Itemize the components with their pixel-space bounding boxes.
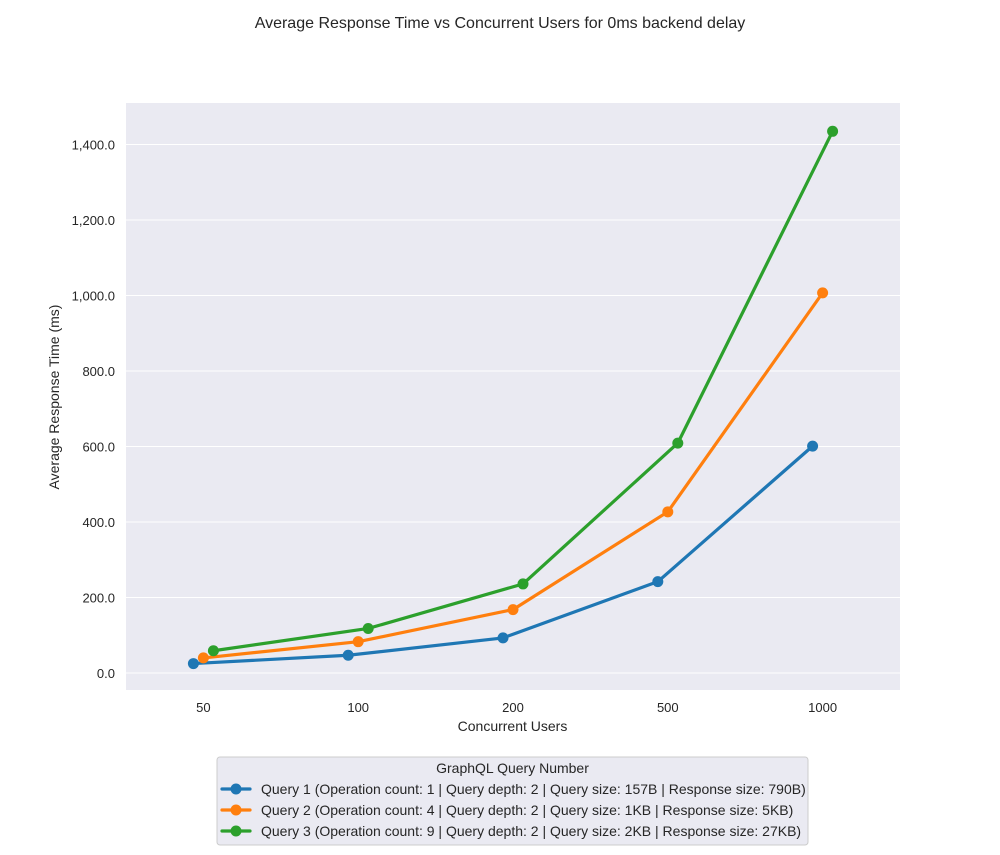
x-tick-label: 50 bbox=[196, 700, 210, 715]
data-point bbox=[352, 636, 364, 648]
legend-entry: Query 2 (Operation count: 4 | Query dept… bbox=[220, 802, 793, 818]
series-group bbox=[187, 440, 819, 670]
data-point bbox=[672, 437, 684, 449]
y-tick-label: 1,200.0 bbox=[72, 213, 115, 228]
x-axis-label: Concurrent Users bbox=[458, 718, 568, 734]
legend: GraphQL Query Number Query 1 (Operation … bbox=[216, 756, 809, 846]
series-lines bbox=[187, 125, 839, 670]
data-point bbox=[517, 578, 529, 590]
legend-entry: Query 1 (Operation count: 1 | Query dept… bbox=[220, 781, 806, 797]
y-tick-label: 600.0 bbox=[82, 440, 115, 455]
legend-marker bbox=[230, 804, 242, 816]
y-tick-label: 400.0 bbox=[82, 515, 115, 530]
y-tick-label: 200.0 bbox=[82, 591, 115, 606]
x-tick-labels: 50 100 200 500 1000 bbox=[196, 700, 837, 715]
data-point bbox=[197, 652, 209, 664]
grid-lines bbox=[126, 144, 900, 674]
legend-marker bbox=[230, 783, 242, 795]
y-tick-labels: 0.0 200.0 400.0 600.0 800.0 1,000.0 1,200.0 1,4… bbox=[72, 138, 115, 681]
legend-label: Query 1 (Operation count: 1 | Query dept… bbox=[261, 781, 806, 797]
chart-title: Average Response Time vs Concurrent User… bbox=[255, 15, 746, 32]
data-point bbox=[827, 125, 839, 137]
legend-frame bbox=[216, 756, 809, 846]
data-point bbox=[497, 632, 509, 644]
x-tick-label: 1000 bbox=[808, 700, 837, 715]
data-point bbox=[662, 506, 674, 518]
data-point bbox=[817, 287, 829, 299]
data-point bbox=[507, 604, 519, 616]
y-tick-label: 1,000.0 bbox=[72, 289, 115, 304]
legend-label: Query 2 (Operation count: 4 | Query dept… bbox=[261, 802, 793, 818]
plot-area bbox=[126, 103, 900, 690]
y-tick-label: 1,400.0 bbox=[72, 138, 115, 153]
data-point bbox=[207, 645, 219, 657]
x-tick-label: 100 bbox=[347, 700, 369, 715]
data-point bbox=[652, 576, 664, 588]
x-tick-label: 200 bbox=[502, 700, 524, 715]
legend-label: Query 3 (Operation count: 9 | Query dept… bbox=[261, 823, 801, 839]
data-point bbox=[807, 440, 819, 452]
series-group bbox=[207, 125, 839, 657]
legend-title: GraphQL Query Number bbox=[436, 760, 589, 776]
y-axis-label: Average Response Time (ms) bbox=[46, 305, 62, 490]
legend-entries: Query 1 (Operation count: 1 | Query dept… bbox=[220, 781, 806, 839]
y-tick-label: 800.0 bbox=[82, 364, 115, 379]
x-tick-label: 500 bbox=[657, 700, 679, 715]
legend-marker bbox=[230, 825, 242, 837]
data-point bbox=[187, 658, 199, 670]
series-group bbox=[197, 287, 829, 664]
data-point bbox=[342, 649, 354, 661]
data-point bbox=[362, 622, 374, 634]
y-tick-label: 0.0 bbox=[97, 666, 115, 681]
legend-entry: Query 3 (Operation count: 9 | Query dept… bbox=[220, 823, 801, 839]
